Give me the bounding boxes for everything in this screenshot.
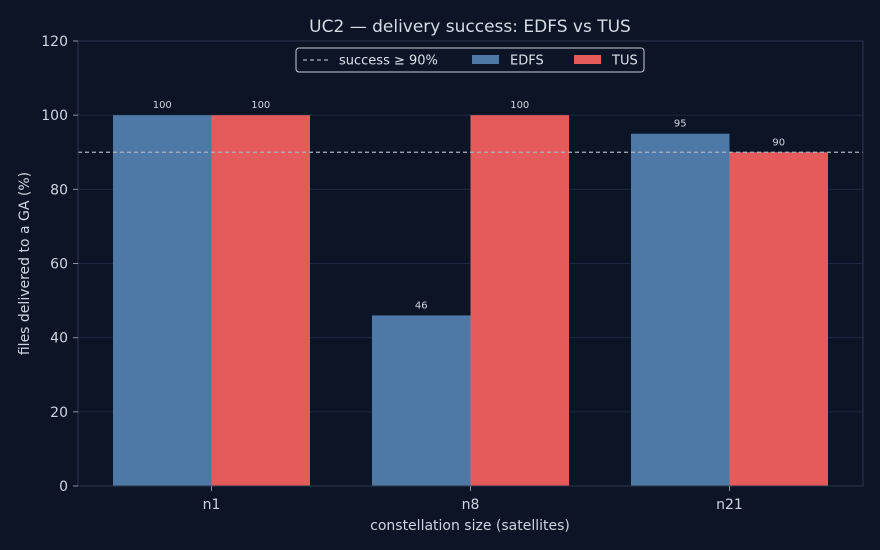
x-tick-label-n21: n21	[716, 497, 743, 513]
x-tick-label-n1: n1	[203, 497, 221, 513]
legend-threshold-label: success ≥ 90%	[339, 54, 438, 69]
data-label-tus-n8: 100	[510, 100, 529, 111]
data-labels: 100 100 46 100 95 90	[153, 100, 785, 311]
x-axis-ticks: n1 n8 n21	[203, 486, 743, 513]
legend: success ≥ 90% EDFS TUS	[295, 47, 645, 73]
data-label-edfs-n1: 100	[153, 100, 172, 111]
y-tick-label: 80	[50, 182, 68, 198]
data-label-tus-n1: 100	[251, 100, 270, 111]
y-tick-label: 40	[50, 331, 68, 347]
y-tick-label: 20	[50, 405, 68, 421]
legend-tus-label: TUS	[611, 54, 638, 69]
x-axis-label: constellation size (satellites)	[370, 518, 570, 534]
y-tick-label: 100	[41, 108, 68, 124]
x-tick-label-n8: n8	[462, 497, 480, 513]
bars	[113, 115, 828, 487]
bar-tus-n1	[211, 115, 310, 487]
legend-edfs-label: EDFS	[510, 54, 544, 69]
y-tick-label: 60	[50, 257, 68, 273]
y-axis-ticks: 0 20 40 60 80 100 120	[41, 34, 78, 495]
bar-tus-n8	[470, 115, 569, 487]
bar-edfs-n21	[631, 133, 730, 487]
y-axis-label: files delivered to a GA (%)	[17, 172, 33, 355]
legend-box	[295, 47, 645, 73]
bar-edfs-n8	[372, 315, 471, 486]
y-tick-label: 0	[59, 479, 68, 495]
data-label-edfs-n8: 46	[415, 300, 428, 311]
legend-edfs-swatch	[472, 55, 499, 64]
y-tick-label: 120	[41, 34, 68, 50]
bar-edfs-n1	[113, 115, 212, 487]
legend-tus-swatch	[574, 55, 601, 64]
data-label-edfs-n21: 95	[674, 119, 687, 130]
data-label-tus-n21: 90	[772, 137, 785, 148]
chart-title: UC2 — delivery success: EDFS vs TUS	[309, 17, 631, 37]
bar-tus-n21	[729, 152, 828, 486]
